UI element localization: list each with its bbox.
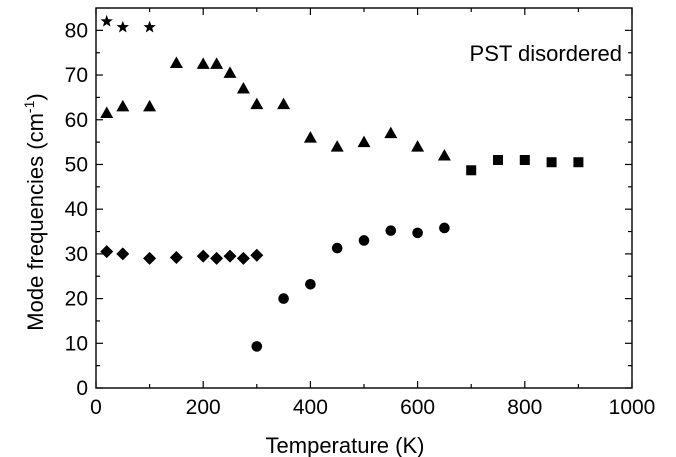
data-point-triangle: [277, 97, 291, 110]
y-tick-label: 40: [65, 198, 88, 221]
x-axis-title: Temperature (K): [266, 433, 425, 457]
data-point-diamond: [100, 245, 114, 259]
x-tick-label: 800: [507, 396, 542, 419]
y-tick-label: 80: [65, 19, 88, 42]
data-point-triangle: [169, 56, 183, 68]
y-tick-label: 60: [65, 109, 88, 132]
data-point-diamond: [250, 248, 264, 262]
data-point-star: [116, 20, 129, 33]
data-point-triangle: [210, 57, 224, 69]
data-point-triangle: [330, 140, 344, 152]
data-point-square: [493, 155, 503, 165]
data-point-triangle: [143, 99, 157, 112]
data-point-diamond: [143, 251, 157, 265]
data-point-diamond: [169, 250, 183, 264]
data-marks: [100, 14, 584, 352]
x-tick-label: 400: [293, 396, 328, 419]
data-point-triangle: [411, 140, 425, 152]
data-point-triangle: [223, 66, 237, 78]
y-tick-label: 0: [76, 377, 88, 400]
y-axis: 0 10 20 30 40 50 60 70 80: [65, 19, 632, 400]
data-point-circle: [385, 225, 397, 236]
y-tick-label: 50: [65, 153, 88, 176]
data-point-triangle: [384, 126, 398, 139]
y-tick-label: 10: [65, 332, 88, 355]
y-axis-title: Mode frequencies (cm-1): [21, 93, 48, 330]
data-point-diamond: [210, 251, 224, 265]
data-point-triangle: [116, 99, 130, 112]
data-point-triangle: [236, 81, 250, 94]
data-point-triangle: [357, 135, 371, 148]
y-tick-label: 30: [65, 243, 88, 266]
chart-annotation: PST disordered: [470, 41, 622, 66]
data-point-circle: [358, 235, 370, 246]
data-point-square: [466, 165, 477, 176]
data-point-square: [573, 157, 584, 168]
y-axis-title-main: Mode frequencies (cm: [23, 113, 48, 331]
y-axis-title-sup: -1: [21, 100, 37, 113]
data-point-triangle: [100, 106, 114, 119]
data-point-square: [519, 155, 530, 165]
data-point-circle: [331, 242, 343, 254]
data-point-diamond: [196, 249, 210, 263]
data-point-triangle: [196, 57, 210, 69]
y-tick-label: 20: [65, 288, 88, 311]
data-point-star: [143, 20, 156, 33]
x-axis: 0 200 400 600 800 1000: [90, 8, 655, 419]
data-point-circle: [251, 341, 263, 352]
data-point-square: [546, 157, 557, 168]
x-tick-label: 200: [186, 396, 221, 419]
data-point-diamond: [116, 247, 130, 261]
data-point-circle: [412, 227, 423, 239]
x-tick-label: 600: [400, 396, 435, 419]
y-tick-label: 70: [65, 64, 88, 87]
data-point-circle: [305, 278, 316, 290]
data-point-circle: [439, 222, 450, 234]
x-tick-label: 0: [90, 396, 102, 419]
data-point-circle: [278, 293, 289, 304]
data-point-triangle: [250, 97, 264, 110]
data-point-triangle: [437, 149, 451, 161]
data-point-star: [100, 14, 113, 27]
data-point-triangle: [303, 131, 317, 143]
data-point-diamond: [223, 249, 237, 263]
x-tick-label: 1000: [609, 396, 656, 419]
data-point-diamond: [236, 251, 250, 265]
y-axis-title-close: ): [23, 93, 48, 100]
